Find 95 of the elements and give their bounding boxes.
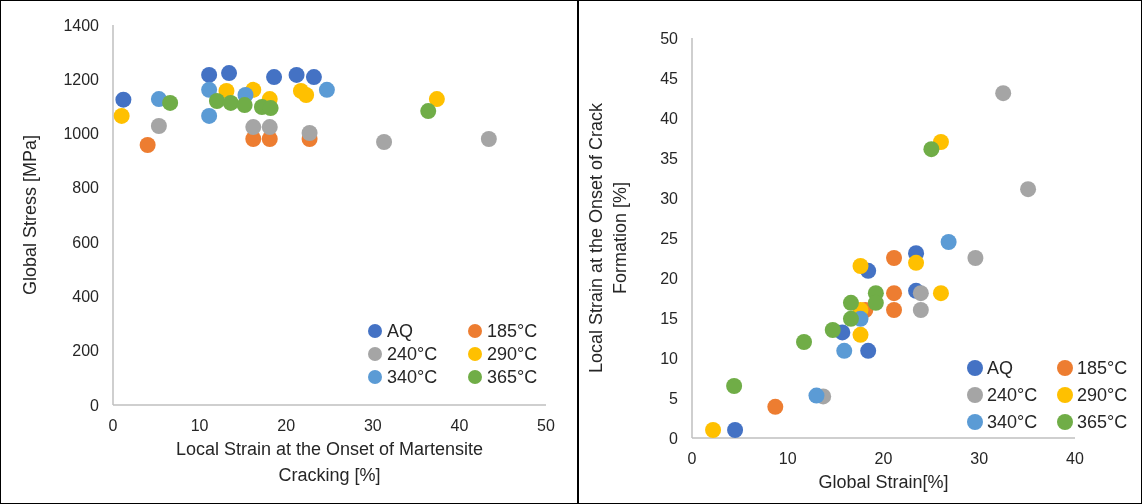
y-tick-label: 400 — [72, 288, 100, 306]
y-tick-label: 5 — [669, 389, 679, 407]
x-tick-label: 20 — [874, 450, 893, 467]
point — [727, 422, 744, 438]
point — [842, 294, 859, 311]
point — [222, 94, 239, 111]
y-tick-label: 1400 — [63, 16, 100, 34]
legend-label: 185°C — [1077, 358, 1128, 379]
x-axis-title: Local Strain at the Onset of Martensite Cracking [%] — [175, 439, 484, 485]
point — [852, 258, 869, 274]
point — [940, 234, 957, 250]
point — [208, 93, 225, 109]
point — [139, 136, 156, 153]
point — [318, 81, 335, 98]
point — [705, 422, 722, 438]
legend-label: 365°C — [487, 367, 538, 388]
point — [860, 342, 877, 359]
y-tick-label: 0 — [90, 396, 100, 414]
point — [201, 66, 218, 83]
point — [115, 91, 132, 108]
point — [201, 107, 218, 124]
legend-label: 240°C — [387, 344, 438, 365]
point — [1020, 181, 1037, 198]
x-axis-title: Global Strain[%] — [818, 472, 949, 492]
point — [995, 85, 1012, 102]
point — [726, 378, 743, 394]
point — [824, 322, 841, 338]
y-tick-label: 20 — [660, 269, 679, 287]
legend-label: 365°C — [1077, 412, 1128, 433]
point — [796, 334, 813, 350]
point — [376, 133, 393, 150]
y-tick-label: 10 — [660, 349, 679, 367]
x-tick-label: 10 — [190, 417, 209, 434]
point — [236, 97, 253, 114]
point — [767, 398, 784, 415]
x-tick-label: 50 — [537, 417, 555, 434]
y-tick-label: 600 — [72, 233, 100, 251]
y-tick-label: 15 — [660, 309, 679, 327]
point — [266, 69, 283, 86]
legend-label: 340°C — [987, 412, 1038, 433]
y-tick-label: 35 — [660, 149, 679, 167]
legend-label: 290°C — [487, 344, 538, 365]
x-tick-label: 20 — [277, 417, 296, 434]
point — [967, 250, 984, 266]
y-tick-label: 0 — [669, 429, 679, 447]
point — [908, 254, 925, 271]
point — [912, 285, 929, 302]
legend-label: 240°C — [987, 385, 1038, 406]
point — [836, 342, 853, 359]
y-tick-label: 40 — [660, 109, 679, 127]
point — [245, 119, 262, 136]
legend-label: 340°C — [387, 367, 438, 388]
y-axis-title: Global Stress [MPa] — [20, 134, 40, 296]
point — [261, 119, 278, 136]
point — [912, 302, 929, 318]
y-tick-label: 30 — [660, 189, 679, 207]
legend-label: AQ — [987, 358, 1014, 379]
point — [480, 131, 497, 147]
point — [201, 81, 218, 98]
point — [852, 326, 869, 343]
x-tick-label: 0 — [108, 417, 118, 434]
y-tick-label: 800 — [72, 179, 100, 197]
point — [932, 285, 949, 302]
x-tick-label: 40 — [450, 417, 469, 434]
x-tick-label: 30 — [363, 417, 382, 434]
point — [221, 65, 238, 82]
legend-label: AQ — [387, 321, 414, 342]
point — [305, 69, 322, 86]
y-tick-label: 1000 — [63, 125, 100, 143]
legend-label: 185°C — [487, 321, 538, 342]
point — [420, 103, 437, 120]
point — [150, 117, 167, 134]
y-tick-label: 200 — [72, 342, 100, 360]
x-tick-label: 10 — [778, 450, 797, 467]
point — [162, 94, 179, 111]
y-tick-label: 45 — [660, 69, 679, 87]
point — [886, 285, 903, 302]
point — [288, 66, 305, 83]
point — [298, 87, 315, 104]
y-tick-label: 1200 — [63, 70, 100, 88]
point — [428, 91, 445, 108]
x-tick-label: 40 — [1066, 450, 1084, 467]
point — [842, 310, 859, 327]
x-tick-label: 30 — [970, 450, 989, 467]
point — [886, 302, 903, 318]
point — [808, 387, 825, 404]
point — [886, 250, 903, 266]
y-axis-title: Local Strain at the Onset of Crack Formation [%] — [586, 101, 630, 374]
point — [301, 125, 318, 142]
point — [923, 141, 940, 158]
y-tick-label: 25 — [660, 229, 679, 247]
point — [113, 107, 130, 124]
x-tick-label: 0 — [687, 450, 697, 467]
legend-label: 290°C — [1077, 385, 1128, 406]
y-tick-label: 50 — [660, 29, 679, 47]
